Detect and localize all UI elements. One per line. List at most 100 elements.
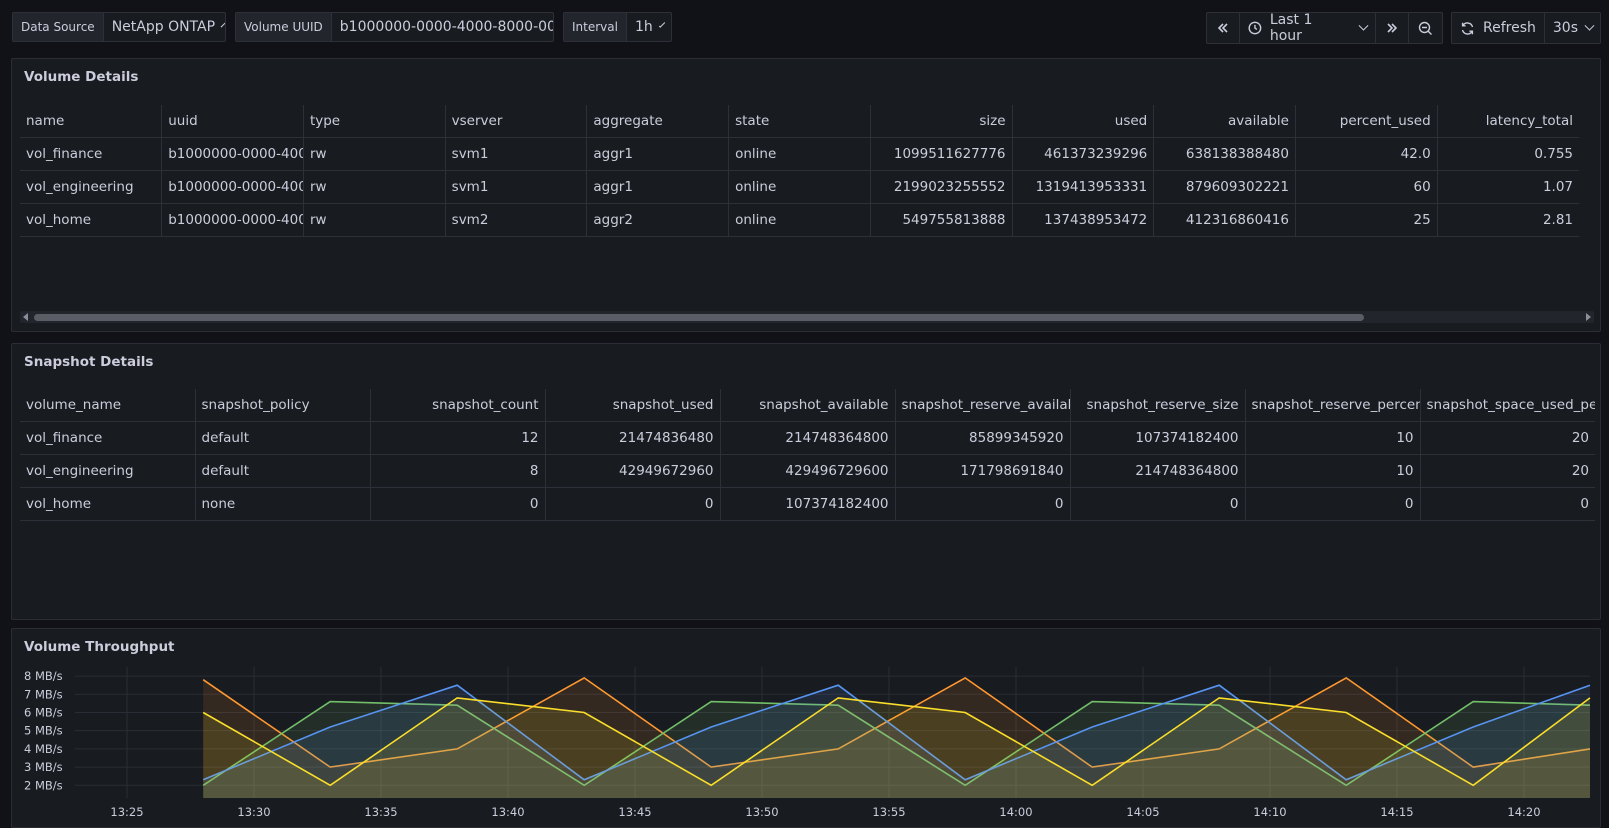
table-cell: 12 — [369, 421, 545, 455]
chevron-down-icon — [1358, 20, 1369, 31]
column-header-state[interactable]: state — [728, 105, 871, 138]
column-header-snapshot-reserve-size[interactable]: snapshot_reserve_size — [1069, 389, 1245, 422]
table-cell: vol_engineering — [20, 454, 195, 488]
table-cell: rw — [302, 170, 446, 204]
table-cell: b1000000-0000-4000-8000-000000000001 — [161, 137, 304, 171]
column-header-available[interactable]: available — [1153, 105, 1296, 138]
refresh-button[interactable]: Refresh — [1452, 13, 1545, 43]
table-cell: 461373239296 — [1011, 137, 1154, 171]
column-header-snapshot-count[interactable]: snapshot_count — [369, 389, 545, 422]
zoom-out-icon — [1418, 21, 1432, 35]
series-line-2 — [202, 684, 1591, 781]
data-source-select[interactable]: NetApp ONTAP — [104, 13, 225, 41]
table-cell: none — [194, 487, 370, 521]
volume-uuid-variable[interactable]: Volume UUID b1000000-0000-4000-8000-000 — [235, 12, 554, 42]
horizontal-scrollbar[interactable] — [20, 311, 1594, 323]
column-header-percent-used[interactable]: percent_used — [1294, 105, 1438, 138]
panel-title: Snapshot Details — [24, 354, 154, 370]
volume-details-panel: Volume Details name uuid type vserver aggreg… — [11, 58, 1601, 332]
refresh-label: Refresh — [1483, 20, 1536, 36]
x-tick-label: 13:55 — [872, 805, 905, 819]
column-header-snapshot-used[interactable]: snapshot_used — [544, 389, 720, 422]
table-cell: 879609302221 — [1153, 170, 1296, 204]
time-forward-button[interactable] — [1376, 13, 1409, 43]
data-source-variable[interactable]: Data Source NetApp ONTAP — [12, 12, 226, 42]
table-cell: svm1 — [444, 137, 587, 171]
table-cell: 638138388480 — [1153, 137, 1296, 171]
series-area-1 — [203, 701, 1591, 798]
y-tick-label: 2 MB/s — [24, 778, 63, 792]
table-row: vol_engineering default 8 42949672960 429496… — [20, 454, 1595, 488]
refresh-interval-value: 30s — [1552, 20, 1578, 36]
column-header-snapshot-reserve-available[interactable]: snapshot_reserve_available — [894, 389, 1070, 422]
table-cell: 0 — [1069, 487, 1245, 521]
table-cell: 2199023255552 — [869, 170, 1013, 204]
volume-uuid-label: Volume UUID — [236, 13, 332, 41]
table-cell: 10 — [1244, 421, 1420, 455]
panel-title: Volume Details — [24, 69, 139, 85]
column-header-latency-total[interactable]: latency_total — [1436, 105, 1579, 138]
chevrons-left-icon — [1217, 23, 1228, 33]
column-header-snapshot-reserve-percent[interactable]: snapshot_reserve_percent — [1244, 389, 1420, 422]
table-cell: aggr1 — [586, 137, 729, 171]
x-tick-label: 13:45 — [618, 805, 651, 819]
column-header-aggregate[interactable]: aggregate — [586, 105, 729, 138]
y-tick-label: 4 MB/s — [24, 742, 63, 756]
column-header-used[interactable]: used — [1011, 105, 1154, 138]
series-area-2 — [203, 685, 1591, 798]
interval-variable[interactable]: Interval 1h — [563, 12, 672, 42]
table-header-row: name uuid type vserver aggregate state size use… — [20, 105, 1579, 138]
refresh-interval-select[interactable]: 30s — [1545, 13, 1601, 43]
x-tick-label: 14:20 — [1507, 805, 1540, 819]
column-header-vserver[interactable]: vserver — [444, 105, 587, 138]
dashboard-toolbar: Data Source NetApp ONTAP Volume UUID b10… — [0, 0, 1609, 54]
throughput-chart[interactable]: 2 MB/s 3 MB/s 4 MB/s 5 MB/s 6 MB/s 7 MB/s 8 MB… — [12, 629, 1602, 819]
table-cell: svm2 — [444, 203, 587, 237]
table-cell: online — [728, 203, 871, 237]
table-cell: 2.81 — [1436, 203, 1579, 237]
column-header-volume-name[interactable]: volume_name — [20, 389, 195, 422]
scroll-left-icon[interactable] — [23, 313, 28, 321]
column-header-snapshot-space-used-percent[interactable]: snapshot_space_used_percent — [1419, 389, 1595, 422]
table-row: vol_finance default 12 21474836480 214748364… — [20, 421, 1595, 455]
x-tick-label: 14:00 — [999, 805, 1032, 819]
interval-select[interactable]: 1h — [627, 13, 671, 41]
snapshot-details-panel: Snapshot Details volume_name snapshot_pol… — [11, 343, 1601, 620]
table-row: vol_financeb1000000-0000-4000-8000-00000… — [20, 137, 1579, 171]
column-header-snapshot-available[interactable]: snapshot_available — [719, 389, 895, 422]
x-tick-label: 14:05 — [1126, 805, 1159, 819]
table-cell: 429496729600 — [719, 454, 895, 488]
table-cell: vol_home — [20, 203, 162, 237]
table-cell: 171798691840 — [894, 454, 1070, 488]
table-row: vol_engineeringb1000000-0000-4000-8000-0… — [20, 170, 1579, 204]
table-cell: online — [728, 170, 871, 204]
y-tick-label: 6 MB/s — [24, 705, 63, 719]
scrollbar-thumb[interactable] — [34, 314, 1364, 321]
column-header-uuid[interactable]: uuid — [161, 105, 304, 138]
table-cell: 85899345920 — [894, 421, 1070, 455]
table-cell: 20 — [1419, 454, 1595, 488]
scroll-right-icon[interactable] — [1586, 313, 1591, 321]
column-header-size[interactable]: size — [869, 105, 1013, 138]
x-tick-label: 13:35 — [364, 805, 397, 819]
table-cell: vol_home — [20, 487, 195, 521]
x-tick-label: 13:40 — [491, 805, 524, 819]
x-tick-label: 14:10 — [1253, 805, 1286, 819]
column-header-name[interactable]: name — [20, 105, 162, 138]
data-source-label: Data Source — [13, 13, 104, 41]
volume-uuid-input[interactable]: b1000000-0000-4000-8000-000 — [339, 19, 553, 35]
chevron-down-icon — [658, 20, 666, 28]
table-cell: 0.755 — [1436, 137, 1579, 171]
column-header-snapshot-policy[interactable]: snapshot_policy — [194, 389, 370, 422]
time-range-picker[interactable]: Last 1 hour — [1240, 12, 1376, 44]
column-header-type[interactable]: type — [302, 105, 446, 138]
time-back-button[interactable] — [1207, 13, 1240, 43]
zoom-out-button[interactable] — [1409, 13, 1442, 43]
volume-throughput-panel: Volume Throughput 2 MB/s 3 MB/s 4 MB/s 5 MB… — [11, 628, 1601, 828]
table-cell: aggr2 — [586, 203, 729, 237]
table-header-row: volume_name snapshot_policy snapshot_count… — [20, 389, 1595, 422]
table-cell: 60 — [1294, 170, 1438, 204]
chevrons-right-icon — [1387, 23, 1398, 33]
table-cell: 214748364800 — [1069, 454, 1245, 488]
table-cell: 549755813888 — [869, 203, 1013, 237]
